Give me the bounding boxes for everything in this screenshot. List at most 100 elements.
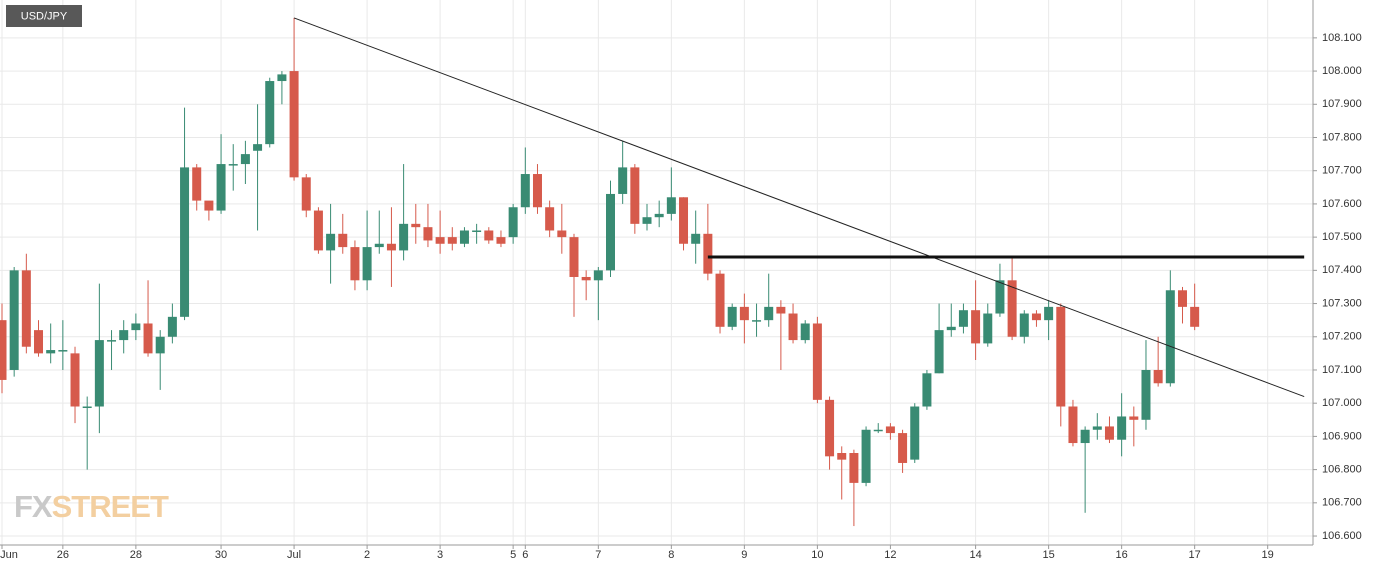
y-tick-label: 107.000	[1322, 397, 1362, 409]
candle-body	[143, 323, 153, 354]
candle-body	[606, 193, 615, 271]
candle-body	[119, 330, 129, 341]
candle-body	[313, 210, 323, 251]
candle-body	[155, 336, 165, 354]
candle-body	[338, 233, 348, 248]
candle-body	[958, 310, 968, 327]
x-tick-label: 19	[1262, 549, 1274, 561]
candle-body	[1068, 406, 1078, 444]
chart-title: USD/JPY	[21, 10, 68, 22]
candle-body	[386, 243, 396, 251]
x-tick-label: 3	[437, 549, 443, 561]
candle-body	[34, 330, 44, 354]
candle-body	[1104, 426, 1114, 440]
y-tick-label: 108.000	[1322, 65, 1362, 77]
x-tick-label: Jun	[0, 549, 18, 561]
candle-body	[265, 81, 275, 145]
candle-body	[788, 313, 798, 341]
x-tick-label: 28	[130, 549, 142, 561]
candle-body	[180, 167, 190, 317]
candle-body	[21, 270, 31, 347]
candle-body	[1153, 369, 1163, 384]
y-tick-label: 107.500	[1322, 231, 1362, 243]
candle-body	[581, 276, 591, 281]
trendline	[293, 17, 1305, 398]
title-box	[6, 5, 82, 27]
y-tick-label: 107.800	[1322, 131, 1362, 143]
candle-body	[70, 353, 80, 407]
y-tick-label: 107.900	[1322, 98, 1362, 110]
candle-body	[374, 243, 384, 248]
candle-body	[1031, 313, 1041, 321]
y-tick-label: 107.400	[1322, 264, 1362, 276]
candle-body	[1019, 313, 1029, 337]
candle-body	[228, 164, 238, 166]
y-tick-label: 107.700	[1322, 165, 1362, 177]
watermark-part: FX	[14, 489, 53, 524]
candle-body	[472, 230, 482, 232]
candle-body	[812, 323, 822, 400]
candle-body	[46, 350, 56, 354]
candle-body	[825, 399, 835, 457]
candle-body	[423, 227, 433, 241]
y-tick-label: 108.100	[1322, 32, 1362, 44]
candle-body	[459, 230, 469, 244]
candle-body	[411, 223, 421, 228]
candle-body	[910, 406, 920, 460]
candle-body	[94, 340, 104, 407]
candle-body	[447, 237, 457, 244]
y-tick-label: 107.300	[1322, 297, 1362, 309]
candle-body	[107, 340, 117, 342]
candle-body	[1165, 290, 1175, 384]
candle-body	[739, 306, 749, 321]
candle-body	[885, 426, 895, 434]
y-tick-label: 107.100	[1322, 364, 1362, 376]
candle-body	[1117, 416, 1127, 440]
candle-body	[0, 320, 7, 380]
x-tick-label: 26	[57, 549, 69, 561]
x-tick-label: 16	[1116, 549, 1128, 561]
candle-body	[545, 207, 555, 231]
candle-body	[496, 237, 506, 244]
candle-body	[752, 320, 762, 322]
candle-body	[362, 247, 372, 281]
candle-body	[764, 306, 774, 321]
candle-body	[131, 323, 141, 331]
candle-body	[1177, 290, 1187, 307]
candle-body	[9, 270, 19, 370]
y-tick-label: 106.900	[1322, 430, 1362, 442]
candle-body	[679, 197, 689, 244]
candle-body	[922, 373, 932, 407]
candle-body	[934, 330, 944, 374]
x-tick-label: 5	[510, 549, 516, 561]
candle-body	[301, 177, 311, 211]
candle-body	[983, 313, 993, 344]
candle-body	[1007, 280, 1017, 337]
candle-body	[593, 270, 603, 281]
y-tick-label: 106.700	[1322, 497, 1362, 509]
candle-body	[618, 167, 628, 194]
candle-body	[800, 323, 810, 341]
x-tick-label: 7	[595, 549, 601, 561]
candle-body	[873, 429, 883, 432]
candle-body	[727, 306, 737, 327]
candle-body	[995, 280, 1005, 314]
candle-body	[167, 316, 177, 337]
candle-body	[642, 217, 652, 224]
candle-body	[569, 237, 579, 277]
candle-body	[1190, 306, 1200, 327]
candle-body	[971, 310, 981, 344]
candle-body	[946, 326, 956, 331]
candle-body	[654, 213, 664, 218]
candle-body	[1044, 306, 1054, 321]
candle-body	[849, 453, 859, 483]
y-tick-label: 107.600	[1322, 198, 1362, 210]
candle-body	[484, 230, 494, 241]
candle-body	[326, 233, 336, 251]
candle-body	[1129, 416, 1139, 420]
candle-body	[703, 233, 713, 274]
candle-body	[776, 306, 786, 314]
candle-body	[532, 174, 542, 208]
